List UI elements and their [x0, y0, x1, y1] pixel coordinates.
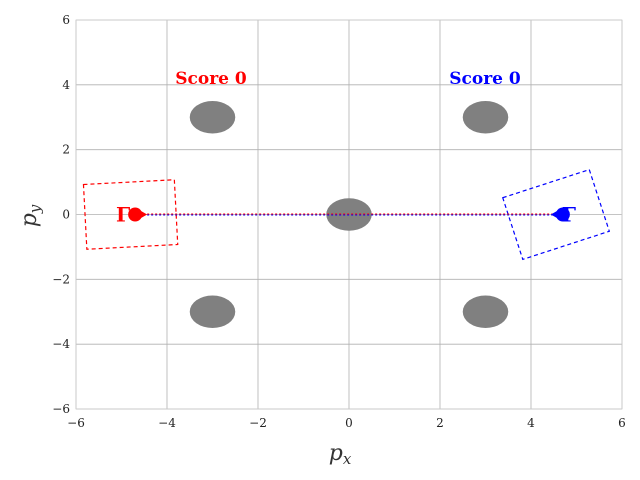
agent-blue [550, 207, 570, 222]
obstacle-circle [189, 101, 236, 134]
sight-lines [135, 213, 563, 216]
fov-boxes [82, 168, 611, 261]
fov-box-blue [501, 168, 611, 261]
plot-frame [75, 19, 623, 410]
y-tick-label: −6 [52, 402, 70, 416]
agent-letter-blue: Γ [562, 203, 576, 227]
agent-body-blue [555, 207, 570, 222]
agent-heading-blue [550, 210, 558, 219]
x-tick-label: −6 [67, 416, 85, 430]
y-tick-label: −2 [52, 272, 70, 286]
y-axis-label-sub: y [26, 204, 44, 214]
agent-body-red [128, 207, 143, 222]
obstacle-circle [462, 101, 509, 134]
y-tick-label: 2 [62, 143, 70, 157]
y-tick-label: 4 [62, 78, 70, 92]
score-blue: Score 0 [449, 69, 521, 89]
svg-text:py: py [17, 204, 44, 227]
obstacle-circle [462, 295, 509, 328]
x-tick-label: 0 [345, 416, 353, 430]
agent-heading-red [140, 210, 148, 219]
score-red: Score 0 [175, 69, 247, 89]
x-tick-label: −2 [249, 416, 267, 430]
x-axis-label: px [329, 441, 352, 468]
agent-letter-red: Γ [116, 203, 130, 227]
fov-box-red [82, 179, 179, 250]
x-tick-label: 4 [527, 416, 535, 430]
x-tick-label: 2 [436, 416, 444, 430]
y-tick-label: −4 [52, 337, 70, 351]
y-tick-label: 6 [62, 13, 70, 27]
x-tick-label: 6 [618, 416, 626, 430]
obstacles [189, 101, 509, 328]
x-axis-label-sub: x [343, 450, 352, 468]
obstacle-circle [189, 295, 236, 328]
y-axis-label: py [17, 204, 44, 227]
agent-red [128, 207, 148, 222]
y-tick-label: 0 [62, 208, 70, 222]
x-axis-label-main: p [329, 441, 343, 466]
y-axis-label-main: p [17, 213, 42, 227]
tick-labels: −6−6 −4 −4 −2 −2 0 0 2 2 4 4 6 6 [52, 13, 626, 430]
svg-text:px: px [329, 441, 352, 468]
x-tick-label: −4 [158, 416, 176, 430]
